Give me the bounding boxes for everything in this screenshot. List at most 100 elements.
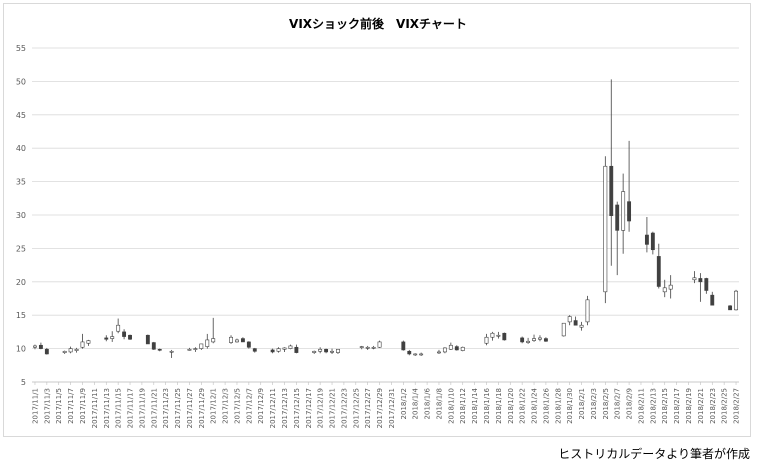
candle-body [496,334,501,337]
candle-body [33,345,37,348]
x-tick-label: 2017/12/1 [210,388,218,424]
x-tick-label: 2017/11/5 [55,388,63,424]
y-tick-label: 30 [16,211,26,220]
x-tick-label: 2017/12/21 [329,388,337,428]
x-tick-label: 2017/11/25 [174,388,182,428]
candle-body [621,191,626,231]
candle-body [211,338,216,343]
candle-body [656,256,661,287]
candle-body [324,348,329,353]
x-tick-label: 2018/1/12 [459,388,467,424]
candle-body [116,324,121,332]
x-tick-label: 2017/11/3 [43,388,51,424]
candle-body [650,232,655,251]
candle-body [193,348,198,350]
candle-body [609,165,614,216]
x-tick-label: 2017/12/17 [305,388,313,428]
x-tick-label: 2018/2/3 [590,388,598,419]
x-tick-label: 2017/12/23 [340,388,348,428]
x-tick-label: 2017/12/15 [293,388,301,428]
candle-body [276,348,281,352]
candle-body [294,346,299,353]
candle-body [644,234,649,245]
x-tick-label: 2018/2/13 [649,388,657,424]
candle-body [282,347,287,350]
x-tick-label: 2017/11/7 [67,388,75,424]
x-tick-label: 2017/11/21 [150,388,158,428]
candle-body [668,284,673,290]
candle-body [336,348,340,353]
x-tick-label: 2017/11/1 [31,388,39,424]
x-tick-label: 2017/11/23 [162,388,170,428]
candle-body [401,341,406,351]
x-tick-label: 2017/12/3 [222,388,230,424]
x-tick-label: 2017/12/11 [269,388,277,428]
x-tick-label: 2018/2/27 [733,388,741,424]
x-tick-label: 2018/1/18 [495,388,503,424]
candle-body [270,349,275,353]
candle-body [62,350,67,353]
x-tick-label: 2018/2/21 [697,388,705,424]
candle-body [240,338,245,343]
candle-body [448,344,453,350]
candle-body [698,278,703,283]
y-tick-label: 20 [16,278,26,287]
candle-body [627,201,632,222]
x-tick-label: 2017/12/25 [352,388,360,428]
candle-body [86,340,91,344]
candle-body [692,277,697,281]
candle-body [579,324,584,328]
y-tick-label: 45 [16,111,26,120]
chart-title: VIXショック前後 VIXチャート [289,17,467,31]
candle-body [38,344,43,349]
y-tick-label: 5 [21,378,26,387]
candle-body [246,341,251,348]
candle-body [419,353,424,356]
candle-body [484,336,489,344]
candle-body [199,343,204,349]
x-tick-label: 2017/11/19 [138,388,146,428]
y-tick-label: 55 [16,44,26,53]
candle-body [151,342,156,350]
candle-body [526,340,531,343]
candle-body [585,299,590,323]
x-tick-label: 2018/1/24 [531,387,539,423]
x-tick-label: 2017/12/9 [257,388,265,424]
x-tick-label: 2018/1/20 [507,388,515,424]
candle-body [538,337,542,340]
x-tick-label: 2018/2/9 [626,388,634,419]
candle-body [44,348,49,355]
candle-body [359,346,364,348]
x-tick-label: 2018/1/14 [471,387,479,423]
x-tick-label: 2018/2/11 [637,388,645,424]
source-note: ヒストリカルデータより筆者が作成 [558,447,750,461]
x-tick-label: 2017/12/13 [281,388,289,428]
x-tick-label: 2017/11/9 [79,388,87,424]
x-tick-label: 2017/11/29 [198,388,206,428]
candle-body [205,339,210,347]
x-tick-label: 2017/12/31 [388,388,396,428]
candle-body [710,294,715,306]
x-tick-label: 2018/1/30 [566,388,574,424]
candle-body [235,339,239,343]
candle-body [318,348,323,352]
y-tick-label: 40 [16,144,26,153]
x-tick-label: 2018/2/15 [661,388,669,424]
y-tick-label: 35 [16,178,26,187]
x-tick-label: 2018/1/22 [519,388,527,424]
x-tick-label: 2018/2/23 [709,388,717,424]
candle-body [80,341,85,348]
y-tick-label: 10 [16,345,26,354]
candle-body [567,316,572,323]
x-tick-label: 2018/2/5 [602,388,610,419]
candle-body [532,338,536,341]
y-tick-label: 25 [16,244,26,253]
candle-body [157,348,162,351]
candle-body [128,334,132,340]
candle-body [490,332,495,338]
x-tick-label: 2018/1/2 [400,388,408,419]
x-tick-label: 2018/2/7 [614,388,622,419]
candle-body [728,305,733,311]
candle-body [229,336,233,343]
candle-body [603,165,608,293]
